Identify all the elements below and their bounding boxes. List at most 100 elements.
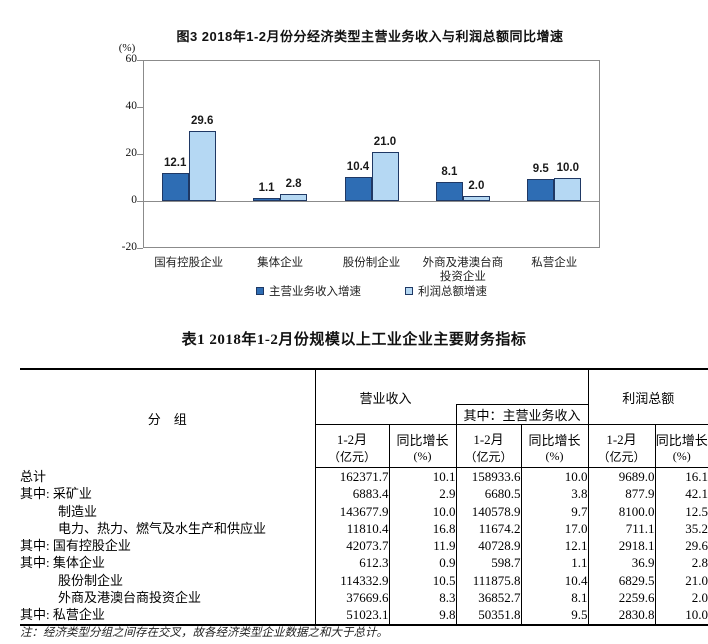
bar-value-label: 1.1 xyxy=(258,182,275,195)
row-value: 158933.6 xyxy=(455,467,522,486)
table-row: 制造业 143677.9 10.0 140578.9 9.7 8100.0 12.5 xyxy=(20,502,708,520)
row-value: 9689.0 xyxy=(587,467,656,486)
row-value: 17.0 xyxy=(520,519,589,538)
bar-value-label: 2.8 xyxy=(285,178,302,191)
y-axis-tick-label: -20 xyxy=(121,241,137,253)
figure3-bar-chart: 图3 2018年1-2月份分经济类型主营业务收入与利润总额同比增速 (%) 主营… xyxy=(0,0,708,315)
legend-label-profit: 利润总额增速 xyxy=(418,286,487,298)
table-row: 总计 162371.7 10.1 158933.6 10.0 9689.0 16.1 xyxy=(20,467,708,486)
bar-value-label: 2.0 xyxy=(468,180,485,193)
row-value: 10.1 xyxy=(388,467,457,486)
row-value: 10.0 xyxy=(388,502,457,520)
row-label: 制造业 xyxy=(58,503,98,519)
y-axis-tick-mark xyxy=(137,248,143,249)
bar-value-label: 9.5 xyxy=(532,162,549,175)
row-value: 2918.1 xyxy=(587,537,656,555)
y-axis-tick-label: 40 xyxy=(125,100,138,112)
y-axis-tick-mark xyxy=(137,201,143,202)
row-value: 8.3 xyxy=(388,589,457,607)
subheader-revenue-growth: 同比增长 (%) xyxy=(388,424,457,468)
subheader-revenue-amount: 1-2月 （亿元） xyxy=(315,424,389,468)
row-value: 21.0 xyxy=(654,571,708,590)
y-axis-tick-mark xyxy=(137,107,143,108)
bar-profit xyxy=(554,177,582,201)
bar-profit xyxy=(280,194,308,201)
row-label: 其中: 国有控股企业 xyxy=(20,538,131,554)
y-axis-unit-label: (%) xyxy=(118,42,136,54)
table-body: 总计 162371.7 10.1 158933.6 10.0 9689.0 16.1 其中: … xyxy=(20,467,708,625)
row-value: 612.3 xyxy=(314,554,389,572)
row-value: 9.8 xyxy=(388,606,457,625)
row-value: 40728.9 xyxy=(455,537,522,555)
row-value: 11674.2 xyxy=(455,519,522,538)
row-value: 11810.4 xyxy=(314,519,389,538)
row-value: 36852.7 xyxy=(455,589,522,607)
category-label: 集体企业 xyxy=(257,257,304,269)
table-row: 其中: 私营企业 51023.1 9.8 50351.8 9.5 2830.8 10.0 xyxy=(20,606,708,625)
y-axis-tick-mark xyxy=(137,154,143,155)
row-value: 9.7 xyxy=(520,502,589,520)
row-value: 0.9 xyxy=(388,554,457,572)
table-row: 其中: 采矿业 6883.4 2.9 6680.5 3.8 877.9 42.1 xyxy=(20,485,708,503)
row-value: 50351.8 xyxy=(455,606,522,625)
row-value: 12.5 xyxy=(654,502,708,520)
row-value: 598.7 xyxy=(455,554,522,572)
row-label: 总计 xyxy=(20,468,47,484)
financial-indicators-table: 分 组 营业收入 利润总额 其中：主营业务收入 1-2月 （亿元） 同比增长 (… xyxy=(20,368,708,626)
bar-value-label: 10.0 xyxy=(556,161,579,174)
y-axis-tick-label: 0 xyxy=(131,194,137,206)
row-value: 711.1 xyxy=(587,519,656,538)
header-group-column: 分 组 xyxy=(20,369,316,468)
row-value: 8.1 xyxy=(520,589,589,607)
row-value: 8100.0 xyxy=(587,502,656,520)
row-value: 2830.8 xyxy=(587,606,656,625)
bar-value-label: 21.0 xyxy=(373,135,397,148)
category-label: 股份制企业 xyxy=(342,257,401,269)
row-label: 其中: 私营企业 xyxy=(20,607,105,623)
category-label: 私营企业 xyxy=(531,257,578,269)
table-row: 电力、热力、燃气及水生产和供应业 11810.4 16.8 11674.2 17.0 71… xyxy=(20,519,708,538)
legend-swatch-main-revenue-icon xyxy=(256,287,264,295)
subheader-profit-growth: 同比增长 (%) xyxy=(654,424,708,468)
row-value: 16.1 xyxy=(654,467,708,486)
bar-value-label: 10.4 xyxy=(346,160,370,173)
bar-value-label: 12.1 xyxy=(163,156,187,169)
row-value: 29.6 xyxy=(654,537,708,555)
bar-profit xyxy=(188,131,216,201)
zero-gridline xyxy=(143,201,600,202)
row-value: 11.9 xyxy=(388,537,457,555)
row-value: 1.1 xyxy=(520,554,589,572)
subheader-main-revenue-growth: 同比增长 (%) xyxy=(520,424,589,468)
bar-profit xyxy=(371,151,399,201)
y-axis-tick-mark xyxy=(137,60,143,61)
row-value: 37669.6 xyxy=(314,589,389,607)
row-label: 其中: 采矿业 xyxy=(20,486,92,502)
table-footnote: 注：经济类型分组之间存在交叉，故各经济类型企业数据之和大于总计。 xyxy=(20,627,388,639)
row-value: 16.8 xyxy=(388,519,457,538)
row-value: 35.2 xyxy=(654,519,708,538)
header-profit: 利润总额 xyxy=(587,369,708,425)
chart-title: 图3 2018年1-2月份分经济类型主营业务收入与利润总额同比增速 xyxy=(176,29,564,44)
row-value: 9.5 xyxy=(520,606,589,625)
row-label: 电力、热力、燃气及水生产和供应业 xyxy=(58,520,267,536)
row-value: 877.9 xyxy=(587,485,656,503)
row-value: 10.4 xyxy=(520,571,589,590)
header-main-revenue: 其中：主营业务收入 xyxy=(455,404,589,425)
row-value: 2.9 xyxy=(388,485,457,503)
row-value: 111875.8 xyxy=(455,571,522,590)
table-row: 股份制企业 114332.9 10.5 111875.8 10.4 6829.5 21.0 xyxy=(20,571,708,590)
row-value: 6829.5 xyxy=(587,571,656,590)
row-value: 12.1 xyxy=(520,537,589,555)
row-value: 10.0 xyxy=(520,467,589,486)
row-value: 143677.9 xyxy=(314,502,389,520)
row-value: 10.5 xyxy=(388,571,457,590)
table-row: 其中: 国有控股企业 42073.7 11.9 40728.9 12.1 2918.1 29… xyxy=(20,537,708,555)
category-label: 国有控股企业 xyxy=(154,257,224,269)
bar-main-revenue xyxy=(435,181,463,201)
subheader-profit-amount: 1-2月 （亿元） xyxy=(587,424,656,468)
row-value: 6680.5 xyxy=(455,485,522,503)
table-title: 表1 2018年1-2月份规模以上工业企业主要财务指标 xyxy=(181,332,527,348)
y-axis-tick-label: 60 xyxy=(125,53,138,65)
category-label: 外商及港澳台商 投资企业 xyxy=(422,257,504,283)
row-value: 42073.7 xyxy=(314,537,389,555)
